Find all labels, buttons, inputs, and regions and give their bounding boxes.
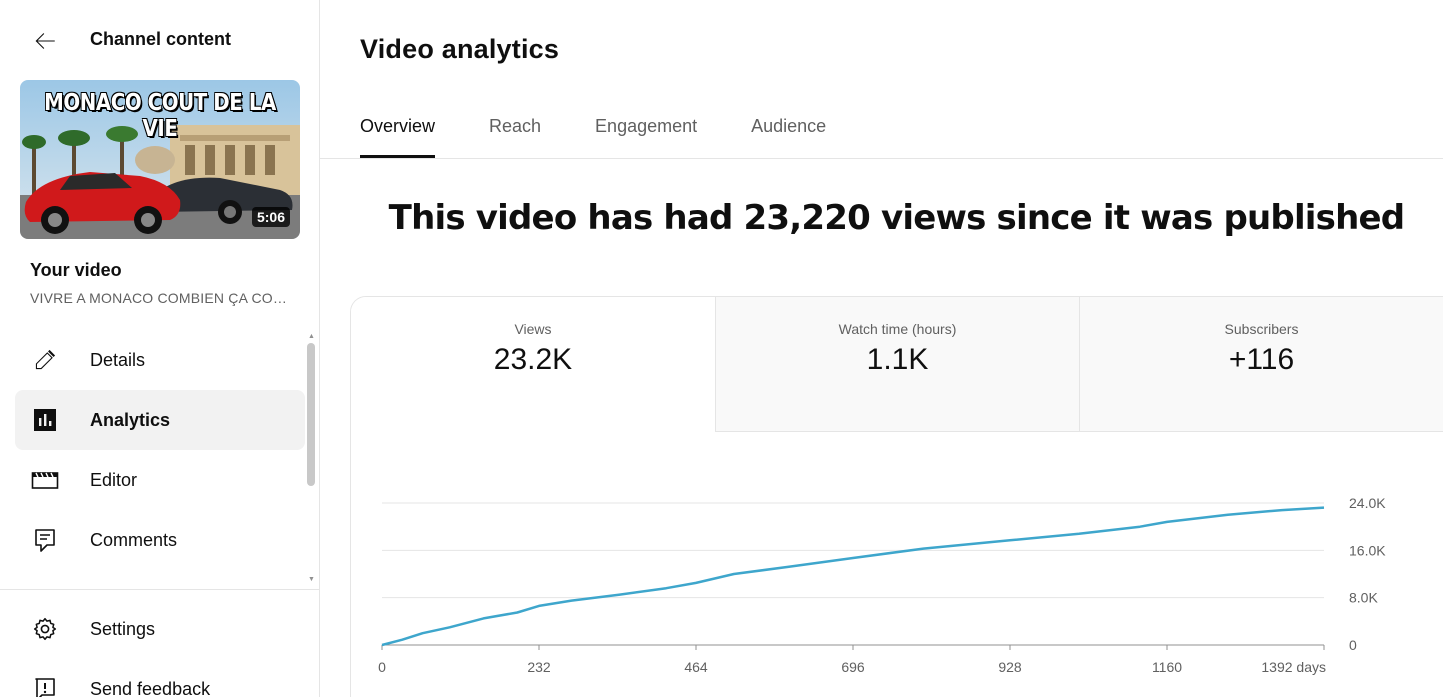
tab-reach[interactable]: Reach bbox=[489, 116, 542, 136]
comment-icon bbox=[31, 526, 59, 554]
sidebar-bottom-nav: Settings Send feedback bbox=[15, 599, 305, 697]
sidebar-item-label: Editor bbox=[90, 469, 138, 490]
your-video-label: Your video bbox=[30, 260, 122, 280]
sidebar-item-label: Analytics bbox=[90, 409, 171, 430]
x-tick-label: 928 bbox=[998, 659, 1022, 675]
sidebar-item-label: Settings bbox=[90, 618, 156, 639]
clapperboard-icon bbox=[31, 466, 59, 494]
page-title: Video analytics bbox=[360, 34, 560, 64]
sidebar-item-label: Comments bbox=[90, 529, 178, 550]
video-thumbnail[interactable]: MONACO COUT DE LA VIE 5:06 bbox=[20, 80, 300, 239]
tab-audience[interactable]: Audience bbox=[751, 116, 827, 136]
sidebar-item-label: Send feedback bbox=[90, 678, 211, 697]
y-tick-label: 24.0K bbox=[1349, 495, 1386, 511]
x-tick-label: 1392 days bbox=[1261, 659, 1326, 675]
x-tick-label: 1160 bbox=[1152, 659, 1182, 675]
metrics-row: Views 23.2K Watch time (hours) 1.1K Subs… bbox=[351, 297, 1443, 432]
tab-overview[interactable]: Overview bbox=[360, 110, 436, 158]
y-tick-label: 8.0K bbox=[1349, 590, 1378, 606]
sidebar-nav: Details Analytics Editor Comments bbox=[15, 330, 305, 570]
x-tick-label: 696 bbox=[841, 659, 865, 675]
sidebar-item-settings[interactable]: Settings bbox=[15, 599, 305, 659]
metric-label: Views bbox=[514, 321, 552, 337]
sidebar-item-editor[interactable]: Editor bbox=[15, 450, 305, 510]
scroll-down-arrow[interactable]: ▼ bbox=[308, 576, 315, 583]
sidebar-item-send-feedback[interactable]: Send feedback bbox=[15, 659, 305, 697]
thumbnail-overlay-title: MONACO COUT DE LA VIE bbox=[44, 90, 276, 142]
metric-label: Watch time (hours) bbox=[838, 321, 957, 337]
video-title: VIVRE A MONACO COMBIEN ÇA COÛTE bbox=[30, 290, 290, 306]
analytics-icon bbox=[31, 406, 59, 434]
back-button[interactable] bbox=[28, 24, 62, 58]
x-tick-label: 0 bbox=[378, 659, 386, 675]
x-tick-label: 464 bbox=[684, 659, 708, 675]
metric-watch-time[interactable]: Watch time (hours) 1.1K bbox=[715, 297, 1079, 432]
tab-engagement[interactable]: Engagement bbox=[595, 116, 698, 136]
thumbnail-image bbox=[20, 80, 300, 239]
main-content: Video analytics Overview Reach Engagemen… bbox=[320, 0, 1443, 697]
metric-label: Subscribers bbox=[1224, 321, 1299, 337]
sidebar: Channel content bbox=[0, 0, 320, 697]
metric-subscribers[interactable]: Subscribers +116 bbox=[1079, 297, 1443, 432]
views-headline: This video has had 23,220 views since it… bbox=[388, 198, 1405, 238]
sidebar-header: Channel content bbox=[0, 0, 319, 80]
views-series-line bbox=[381, 506, 1325, 647]
analytics-tabs: Overview Reach Engagement Audience bbox=[360, 110, 880, 158]
sidebar-item-details[interactable]: Details bbox=[15, 330, 305, 390]
tabs-divider bbox=[320, 158, 1443, 159]
gear-icon bbox=[31, 615, 59, 643]
views-line-chart: 0 8.0K 16.0K 24.0K 0 232 464 696 928 1160 1392 day… bbox=[378, 495, 1386, 675]
scroll-up-arrow[interactable]: ▲ bbox=[308, 333, 315, 340]
metric-value: +116 bbox=[1228, 343, 1295, 376]
video-duration-badge: 5:06 bbox=[251, 207, 290, 227]
sidebar-title: Channel content bbox=[90, 29, 232, 49]
y-tick-label: 0 bbox=[1349, 637, 1357, 653]
arrow-left-icon bbox=[35, 33, 55, 49]
metric-value: 1.1K bbox=[866, 343, 929, 376]
feedback-icon bbox=[31, 675, 59, 697]
sidebar-scrollbar[interactable] bbox=[307, 343, 315, 486]
sidebar-item-analytics[interactable]: Analytics bbox=[15, 390, 305, 450]
sidebar-divider bbox=[0, 589, 319, 590]
metric-views[interactable]: Views 23.2K bbox=[351, 297, 715, 432]
y-tick-label: 16.0K bbox=[1349, 542, 1386, 558]
sidebar-item-comments[interactable]: Comments bbox=[15, 510, 305, 570]
metrics-card: Views 23.2K Watch time (hours) 1.1K Subs… bbox=[350, 296, 1443, 697]
x-tick-label: 232 bbox=[527, 659, 551, 675]
sidebar-item-label: Details bbox=[90, 349, 146, 370]
pencil-icon bbox=[31, 346, 59, 374]
metric-value: 23.2K bbox=[493, 343, 573, 376]
